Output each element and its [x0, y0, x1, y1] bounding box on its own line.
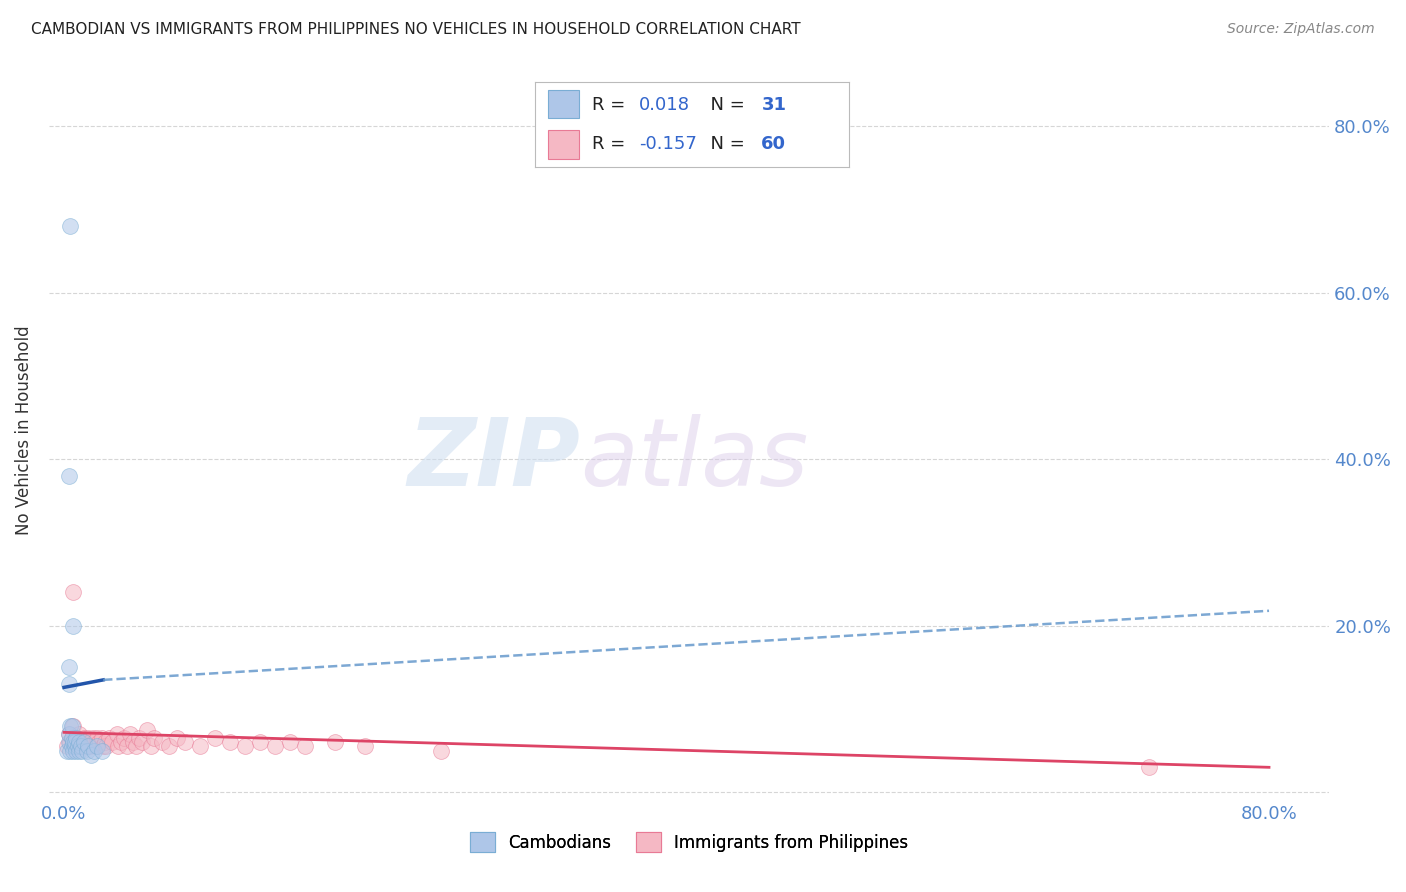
Point: [107, 739, 129, 754]
Text: Source: ZipAtlas.com: Source: ZipAtlas.com: [1227, 22, 1375, 37]
Text: ZIP: ZIP: [408, 414, 581, 506]
Point: [278, 735, 301, 749]
Point: [66, 739, 89, 754]
Point: [65, 731, 87, 746]
Legend: Cambodians, Immigrants from Philippines: Cambodians, Immigrants from Philippines: [463, 825, 915, 859]
Point: [63, 739, 86, 754]
Point: [70, 739, 93, 754]
Point: [173, 735, 195, 749]
Point: [294, 739, 316, 754]
Point: [62, 585, 84, 599]
Point: [76, 744, 98, 758]
Point: [80, 747, 103, 762]
Point: [58, 660, 80, 674]
Point: [323, 735, 346, 749]
Point: [204, 731, 226, 746]
Point: [60, 731, 83, 746]
Point: [93, 735, 115, 749]
Point: [72, 735, 94, 749]
Point: [56, 739, 79, 754]
Point: [58, 469, 80, 483]
Point: [122, 735, 145, 749]
Point: [150, 735, 173, 749]
Point: [77, 731, 100, 746]
Point: [90, 744, 112, 758]
Point: [59, 219, 82, 233]
Point: [125, 739, 148, 754]
Point: [69, 739, 91, 754]
Point: [166, 731, 188, 746]
Point: [62, 719, 84, 733]
Point: [117, 739, 139, 754]
Point: [141, 739, 163, 754]
Point: [112, 731, 135, 746]
Point: [90, 731, 112, 746]
Point: [69, 735, 91, 749]
Point: [135, 723, 157, 737]
Point: [65, 731, 87, 746]
Point: [354, 739, 377, 754]
Point: [62, 735, 84, 749]
Point: [59, 719, 82, 733]
Point: [56, 744, 79, 758]
Point: [249, 735, 271, 749]
Text: CAMBODIAN VS IMMIGRANTS FROM PHILIPPINES NO VEHICLES IN HOUSEHOLD CORRELATION CH: CAMBODIAN VS IMMIGRANTS FROM PHILIPPINES…: [31, 22, 800, 37]
Point: [62, 619, 84, 633]
Point: [86, 731, 108, 746]
Point: [120, 727, 142, 741]
Point: [159, 739, 181, 754]
Point: [101, 735, 124, 749]
Point: [76, 739, 98, 754]
Point: [96, 739, 118, 754]
Point: [77, 739, 100, 754]
Point: [82, 731, 104, 746]
Point: [80, 739, 103, 754]
Point: [67, 735, 90, 749]
Y-axis label: No Vehicles in Household: No Vehicles in Household: [15, 326, 32, 535]
Point: [58, 727, 80, 741]
Point: [60, 719, 83, 733]
Point: [62, 735, 84, 749]
Point: [105, 727, 128, 741]
Point: [131, 735, 153, 749]
Point: [143, 731, 166, 746]
Point: [264, 739, 287, 754]
Point: [58, 727, 80, 741]
Point: [98, 731, 121, 746]
Point: [62, 744, 84, 758]
Text: atlas: atlas: [581, 414, 808, 505]
Point: [58, 735, 80, 749]
Point: [67, 727, 90, 741]
Point: [79, 735, 101, 749]
Point: [63, 739, 86, 754]
Point: [218, 735, 240, 749]
Point: [86, 739, 108, 754]
Point: [128, 731, 150, 746]
Point: [67, 739, 90, 754]
Point: [63, 735, 86, 749]
Point: [83, 744, 105, 758]
Point: [84, 739, 107, 754]
Point: [72, 731, 94, 746]
Point: [70, 744, 93, 758]
Point: [83, 735, 105, 749]
Point: [67, 744, 90, 758]
Point: [87, 735, 110, 749]
Point: [58, 677, 80, 691]
Point: [75, 735, 97, 749]
Point: [59, 735, 82, 749]
Point: [1137, 760, 1160, 774]
Point: [110, 735, 132, 749]
Point: [233, 739, 256, 754]
Point: [60, 731, 83, 746]
Point: [66, 735, 89, 749]
Point: [65, 744, 87, 758]
Point: [188, 739, 211, 754]
Point: [60, 739, 83, 754]
Point: [59, 744, 82, 758]
Point: [91, 739, 114, 754]
Point: [429, 744, 451, 758]
